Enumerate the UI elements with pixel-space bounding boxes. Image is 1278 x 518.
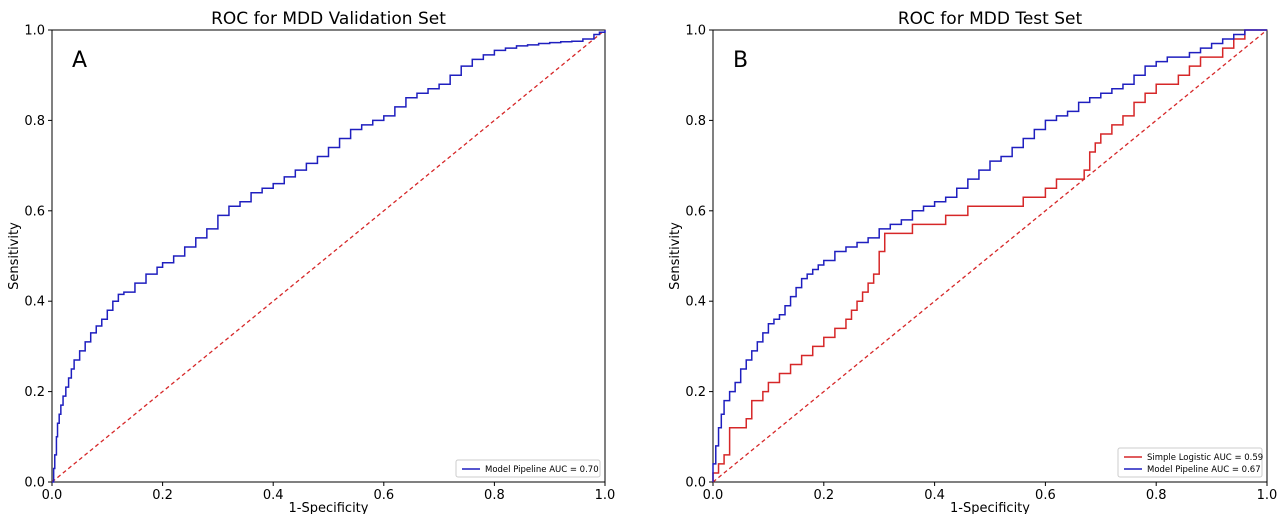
- roc-curve-series-1: [712, 29, 1267, 482]
- x-tick-label: 0.6: [1035, 488, 1056, 503]
- y-tick-label: 0.0: [685, 476, 706, 491]
- y-axis-label: Sensitivity: [7, 222, 22, 290]
- x-tick-label: 0.4: [263, 488, 284, 503]
- y-tick-label: 0.6: [685, 204, 706, 219]
- y-tick-label: 0.4: [685, 295, 706, 310]
- x-tick-label: 0.2: [152, 488, 173, 503]
- panel-label: B: [733, 48, 748, 73]
- x-tick-label: 1.0: [1257, 488, 1278, 503]
- y-tick-label: 0.8: [24, 114, 45, 129]
- y-tick-label: 0.4: [24, 295, 45, 310]
- x-tick-label: 0.0: [703, 488, 724, 503]
- roc-curve-series-0: [52, 30, 606, 483]
- chart-title: ROC for MDD Validation Set: [211, 9, 446, 29]
- x-tick-label: 1.0: [595, 488, 616, 503]
- plot-area-frame: [51, 29, 606, 483]
- legend-entry-label: Simple Logistic AUC = 0.59: [1147, 453, 1263, 463]
- roc-curve-series-0: [712, 29, 1267, 482]
- x-tick-label: 0.6: [373, 488, 394, 503]
- x-axis-label: 1-Specificity: [950, 501, 1030, 514]
- x-tick-label: 0.0: [42, 488, 63, 503]
- y-axis-label: Sensitivity: [668, 222, 683, 290]
- chart-title: ROC for MDD Test Set: [898, 9, 1083, 29]
- x-axis-label: 1-Specificity: [289, 501, 369, 514]
- chart-test: ROC for MDD Test Set 0.0 0.2 0.4 0.6 0.8 1.0 0.…: [668, 9, 1278, 516]
- y-tick-label: 0.2: [24, 385, 45, 400]
- legend-box: [1117, 447, 1263, 478]
- y-tick-label: 0.2: [685, 385, 706, 400]
- x-tick-label: 0.8: [484, 488, 505, 503]
- chance-diagonal-line: [51, 29, 606, 483]
- x-tick-label: 0.8: [1146, 488, 1167, 503]
- chance-diagonal-line: [712, 29, 1268, 483]
- legend-entry-label: Model Pipeline AUC = 0.67: [1147, 465, 1261, 475]
- x-tick-label: 0.2: [813, 488, 834, 503]
- legend-box: [455, 459, 601, 478]
- y-tick-label: 0.8: [685, 114, 706, 129]
- panel-label: A: [72, 48, 87, 73]
- y-tick-label: 1.0: [24, 24, 45, 39]
- plot-area-frame: [712, 29, 1268, 483]
- y-tick-label: 1.0: [685, 24, 706, 39]
- legend-entry-label: Model Pipeline AUC = 0.70: [485, 465, 599, 475]
- y-tick-label: 0.6: [24, 204, 45, 219]
- y-tick-label: 0.0: [24, 476, 45, 491]
- x-tick-label: 0.4: [924, 488, 945, 503]
- chart-validation: ROC for MDD Validation Set 0.0 0.2 0.4 0.6 0.…: [7, 9, 616, 516]
